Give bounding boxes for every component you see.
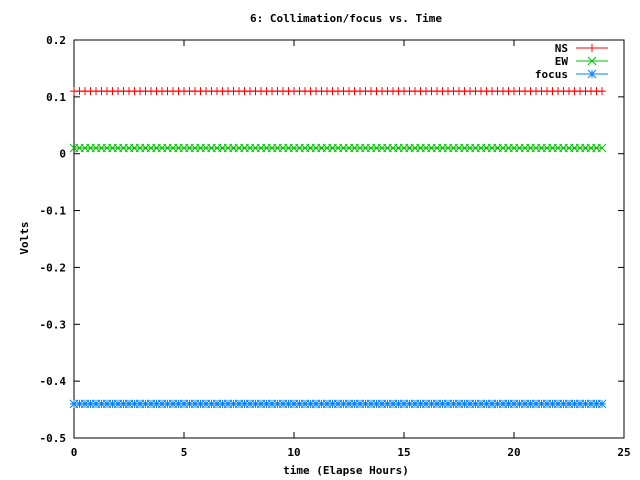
x-tick-label: 5 <box>181 446 188 459</box>
series-layer <box>69 87 607 409</box>
legend-label: NS <box>555 42 568 55</box>
y-tick-label: -0.5 <box>40 432 67 445</box>
x-axis-label: time (Elapse Hours) <box>283 464 409 477</box>
legend-label: focus <box>535 68 568 81</box>
y-tick-label: -0.1 <box>40 205 67 218</box>
legend-marker <box>587 69 597 79</box>
plot-frame <box>73 39 625 439</box>
y-tick-label: 0.2 <box>46 34 66 47</box>
series-ew <box>69 143 607 153</box>
axis-ticks: 0 5 10 15 20 25 0.2 0.1 0 -0.1 -0.2 -0.3 -0.4 -0.5 <box>40 34 631 459</box>
series-focus <box>69 399 607 409</box>
x-tick-label: 20 <box>507 446 520 459</box>
data-point <box>598 87 606 96</box>
series-ns <box>70 87 606 96</box>
chart-title: 6: Collimation/focus vs. Time <box>250 12 442 25</box>
x-tick-label: 25 <box>617 446 630 459</box>
y-axis-label: Volts <box>18 221 31 254</box>
x-tick-label: 0 <box>71 446 78 459</box>
data-point <box>597 399 607 409</box>
x-tick-label: 10 <box>287 446 300 459</box>
data-point <box>597 143 607 153</box>
y-tick-label: -0.2 <box>40 261 67 274</box>
y-tick-label: 0.1 <box>46 91 66 104</box>
legend-marker <box>588 44 596 52</box>
y-tick-label: -0.4 <box>40 375 67 388</box>
y-tick-label: 0 <box>59 148 66 161</box>
legend-marker <box>587 56 597 66</box>
y-tick-label: -0.3 <box>40 318 67 331</box>
legend-label: EW <box>555 55 569 68</box>
x-tick-label: 15 <box>397 446 410 459</box>
